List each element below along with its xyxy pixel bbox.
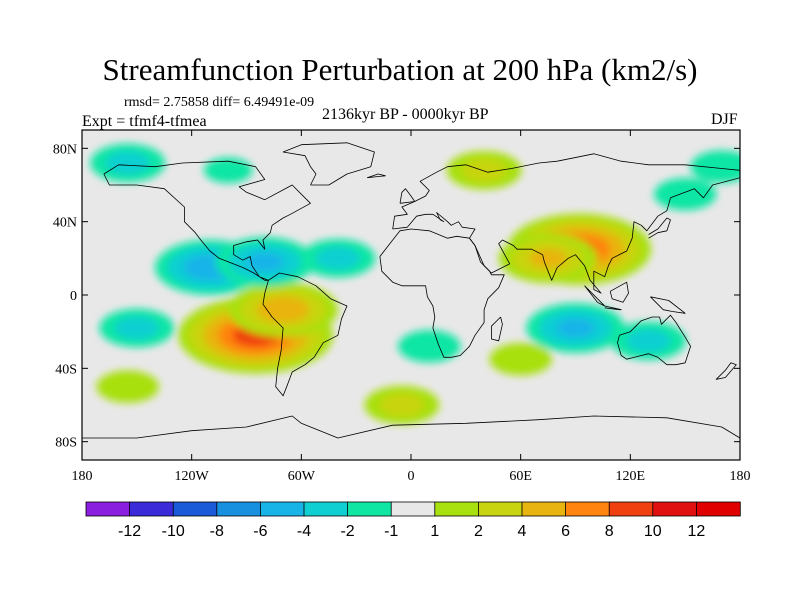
colorbar-swatch bbox=[347, 501, 392, 517]
x-tick-label: 60E bbox=[509, 469, 532, 484]
colorbar-label: 12 bbox=[688, 523, 706, 540]
x-tick-label: 120W bbox=[175, 469, 210, 484]
x-axis: 180 120W 60W 0 60E 120E 180 bbox=[72, 130, 751, 484]
x-tick-label: 0 bbox=[408, 469, 415, 484]
coastline bbox=[379, 228, 505, 358]
anomaly-band bbox=[461, 158, 507, 182]
coastline bbox=[648, 217, 671, 239]
colorbar-label: 6 bbox=[561, 523, 570, 540]
colorbar-swatch bbox=[259, 501, 305, 517]
coastline bbox=[103, 160, 311, 281]
anomaly-band bbox=[489, 343, 552, 376]
colorbar-label: -2 bbox=[340, 523, 354, 540]
coastline bbox=[366, 173, 386, 179]
anomaly-band bbox=[256, 296, 310, 323]
anomaly-band bbox=[690, 150, 740, 183]
coastline bbox=[617, 314, 691, 366]
coastline bbox=[262, 272, 348, 397]
colorbar-swatch bbox=[390, 501, 436, 517]
x-tick-label: 120E bbox=[616, 469, 646, 484]
colorbar-label: 10 bbox=[644, 523, 662, 540]
colorbar-swatch bbox=[129, 501, 174, 517]
coastline bbox=[282, 142, 375, 186]
y-tick-label: 40S bbox=[55, 362, 77, 377]
colorbar-label: -6 bbox=[253, 523, 267, 540]
colorbar-swatch bbox=[608, 501, 654, 517]
colorbar-swatch bbox=[565, 501, 610, 517]
y-axis: 80N 40N 0 40S 80S bbox=[53, 142, 740, 451]
x-tick-label: 180 bbox=[72, 469, 93, 484]
colorbar: -12 -10 -8 -6 -4 -2 -1 1 2 4 6 8 10 12 bbox=[85, 501, 741, 540]
colorbar-swatch bbox=[652, 501, 698, 517]
colorbar-label: -10 bbox=[162, 523, 185, 540]
anomaly-band bbox=[245, 252, 284, 272]
anomaly-band bbox=[114, 316, 160, 340]
anomaly-band bbox=[626, 329, 671, 353]
colorbar-swatch bbox=[521, 501, 567, 517]
y-tick-label: 80N bbox=[53, 142, 77, 157]
x-tick-label: 180 bbox=[730, 469, 751, 484]
coastline bbox=[392, 153, 740, 294]
experiment-label: Expt = tfmf4-tfmea bbox=[82, 113, 207, 130]
coastline bbox=[491, 316, 503, 342]
anomaly-band bbox=[379, 393, 425, 417]
colorbar-swatch bbox=[172, 501, 218, 517]
colorbar-label: -12 bbox=[118, 523, 141, 540]
season-label: DJF bbox=[711, 111, 738, 128]
anomaly-band bbox=[315, 246, 361, 270]
stats-text: rmsd= 2.75858 diff= 6.49491e-09 bbox=[124, 95, 315, 110]
coastline bbox=[650, 296, 686, 314]
anomaly-band bbox=[96, 370, 159, 403]
colorbar-swatch bbox=[477, 501, 523, 517]
anomaly-band bbox=[556, 318, 595, 338]
coastline bbox=[604, 305, 622, 311]
anomaly-band bbox=[398, 330, 461, 363]
colorbar-label: 1 bbox=[430, 523, 439, 540]
colorbar-label: 8 bbox=[605, 523, 614, 540]
x-tick-label: 60W bbox=[288, 469, 316, 484]
colorbar-swatch bbox=[696, 501, 741, 517]
anomaly-band bbox=[529, 248, 568, 268]
colorbar-label: -1 bbox=[384, 523, 398, 540]
colorbar-label: 2 bbox=[474, 523, 483, 540]
coastline bbox=[715, 362, 737, 380]
anomaly-band bbox=[105, 151, 150, 175]
coastline bbox=[399, 188, 416, 204]
colorbar-label: -4 bbox=[297, 523, 311, 540]
colorbar-label: -8 bbox=[210, 523, 224, 540]
chart-title: Streamfunction Perturbation at 200 hPa (… bbox=[102, 52, 698, 87]
colorbar-swatch bbox=[434, 501, 480, 517]
coastlines bbox=[82, 142, 740, 439]
y-tick-label: 0 bbox=[70, 289, 77, 304]
anomaly-band bbox=[654, 178, 717, 211]
y-tick-label: 40N bbox=[53, 216, 77, 231]
coastline bbox=[609, 281, 629, 303]
colorbar-swatch bbox=[216, 501, 262, 517]
period-label: 2136kyr BP - 0000kyr BP bbox=[322, 106, 489, 123]
colorbar-swatch bbox=[303, 501, 349, 517]
colorbar-label: 4 bbox=[518, 523, 527, 540]
colorbar-swatch bbox=[85, 501, 131, 517]
y-tick-label: 80S bbox=[55, 436, 77, 451]
coastline bbox=[82, 415, 740, 439]
